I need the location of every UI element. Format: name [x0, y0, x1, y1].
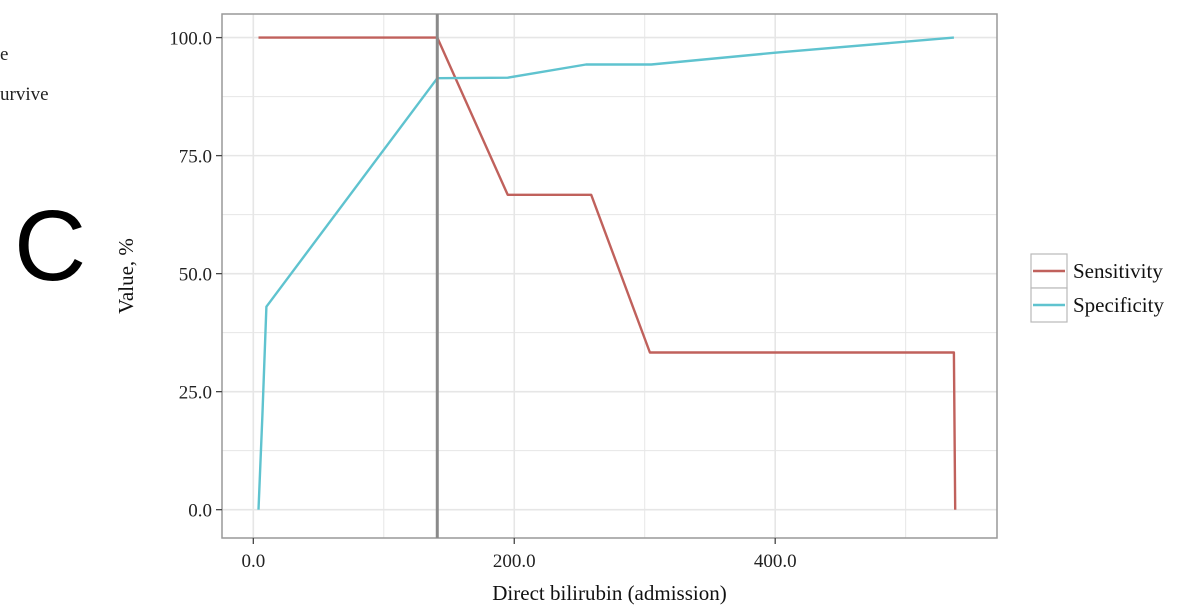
cropped-text-line-1: e [0, 44, 9, 65]
legend-item-specificity: Specificity [1030, 287, 1164, 323]
x-tick-label: 0.0 [241, 551, 265, 572]
y-tick-label: 0.0 [188, 501, 212, 522]
cropped-text-line-2: urvive [0, 84, 49, 105]
legend: Sensitivity Specificity [1030, 253, 1164, 323]
y-axis-title: Value, % [114, 238, 138, 314]
plot-frame [221, 13, 998, 539]
legend-item-sensitivity: Sensitivity [1030, 253, 1163, 289]
y-tick-label: 75.0 [179, 147, 212, 168]
y-axis-ticks: 0.0 25.0 50.0 75.0 100.0 [169, 29, 222, 522]
x-axis-title: Direct bilirubin (admission) [492, 581, 726, 605]
x-tick-label: 200.0 [493, 551, 536, 572]
panel-letter: C [14, 190, 87, 302]
legend-label: Sensitivity [1073, 259, 1163, 283]
y-tick-label: 25.0 [179, 383, 212, 404]
x-axis-ticks: 0.0 200.0 400.0 [241, 538, 797, 572]
legend-label: Specificity [1073, 293, 1164, 317]
x-tick-label: 400.0 [754, 551, 797, 572]
y-tick-label: 100.0 [169, 29, 212, 50]
y-tick-label: 50.0 [179, 265, 212, 286]
series-line-specificity [257, 36, 955, 510]
grid-layer [222, 14, 997, 538]
